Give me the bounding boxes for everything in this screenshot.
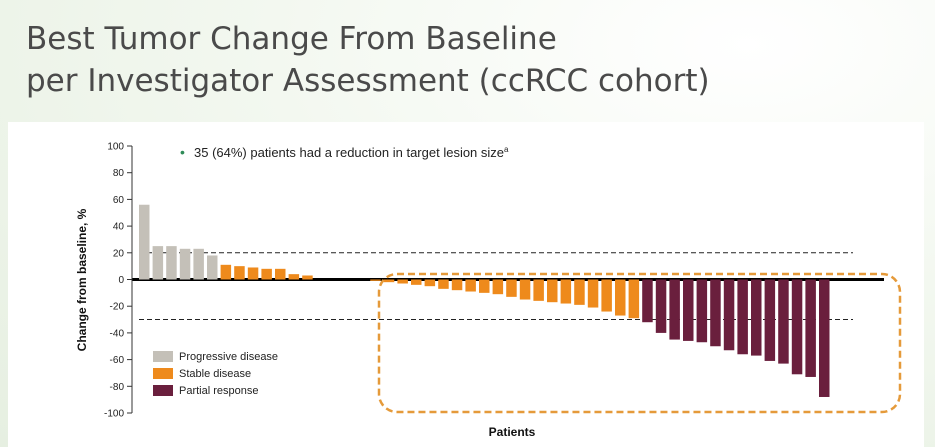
x-axis-label: Patients (489, 425, 536, 439)
y-tick-label: -100 (104, 409, 124, 420)
bar-25 (465, 279, 476, 292)
bar-51 (819, 279, 830, 397)
legend-swatch (153, 351, 173, 362)
y-tick-label: -40 (110, 328, 125, 339)
bar-28 (506, 279, 517, 297)
bar-45 (737, 279, 748, 355)
bar-22 (424, 279, 436, 287)
bar-3 (166, 246, 177, 280)
bar-18 (370, 279, 381, 281)
y-tick-label: 20 (113, 248, 125, 259)
responder-highlight-box (377, 272, 902, 414)
bar-6 (207, 255, 218, 280)
bar-9 (247, 267, 259, 280)
bar-24 (451, 279, 463, 291)
bar-39 (655, 279, 667, 333)
bar-50 (805, 279, 816, 377)
slide-title: Best Tumor Change From Baseline per Inve… (26, 18, 906, 102)
bar-27 (492, 279, 504, 295)
bar-5 (193, 248, 204, 280)
note-superscript: a (504, 145, 509, 154)
waterfall-chart: 100 80 60 40 20 0 -20 -40 -60 -80 -100 Change from… (75, 142, 902, 439)
legend-swatch (153, 368, 173, 379)
note-text: 35 (64%) patients had a reduction in tar… (194, 145, 509, 160)
y-tick-label: 0 (118, 275, 124, 286)
bar-1 (139, 204, 150, 280)
bar-11 (275, 268, 286, 280)
y-tick-label: -80 (110, 382, 125, 393)
bar-38 (642, 279, 653, 323)
bar-8 (234, 266, 245, 280)
legend-label: Progressive disease (179, 351, 278, 363)
bar-12 (288, 274, 300, 280)
bar-47 (764, 279, 776, 361)
bar-13 (302, 275, 313, 280)
y-tick-label: 100 (107, 142, 124, 153)
bar-19 (383, 279, 395, 283)
legend-swatch (153, 385, 173, 396)
y-tick-label: -60 (110, 355, 125, 366)
bar-32 (560, 279, 572, 304)
bar-40 (669, 279, 680, 340)
bar-43 (710, 279, 721, 347)
note-text-main: 35 (64%) patients had a reduction in tar… (194, 145, 504, 160)
bar-48 (778, 279, 789, 364)
slide-title-line-1: Best Tumor Change From Baseline (26, 21, 557, 57)
bar-46 (751, 279, 762, 356)
bar-10 (261, 268, 272, 280)
slide-title-line-2: per Investigator Assessment (ccRCC cohor… (26, 63, 710, 99)
bar-29 (519, 279, 531, 300)
bar-42 (696, 279, 708, 343)
y-tick-label: 60 (113, 195, 125, 206)
bar-37 (628, 279, 640, 319)
y-tick-label: -20 (110, 302, 125, 313)
bar-35 (601, 279, 612, 312)
y-tick-label: 40 (113, 222, 125, 233)
bar-31 (547, 279, 558, 303)
legend: Progressive disease Stable disease Partial… (153, 351, 278, 397)
y-axis: 100 80 60 40 20 0 -20 -40 -60 -80 -100 (104, 142, 133, 420)
legend-label: Partial response (179, 385, 259, 397)
bar-41 (683, 279, 694, 341)
y-tick-label: 80 (113, 168, 125, 179)
bar-36 (615, 279, 626, 316)
chart-panel: 100 80 60 40 20 0 -20 -40 -60 -80 -100 Change from… (8, 122, 924, 447)
bar-44 (723, 279, 735, 351)
bar-34 (587, 279, 599, 308)
note-bullet: • (180, 144, 185, 160)
bar-26 (479, 279, 490, 293)
bar-7 (220, 264, 232, 280)
bar-30 (533, 279, 544, 301)
bar-21 (411, 279, 422, 285)
bar-20 (397, 279, 408, 284)
legend-label: Stable disease (179, 368, 251, 380)
y-axis-label: Change from baseline, % (75, 208, 89, 351)
bar-23 (438, 279, 449, 289)
bars (139, 204, 830, 397)
annotation-note: • 35 (64%) patients had a reduction in t… (180, 144, 509, 160)
bar-49 (791, 279, 803, 375)
bar-2 (152, 246, 164, 280)
bar-4 (179, 248, 191, 280)
bar-33 (574, 279, 585, 305)
